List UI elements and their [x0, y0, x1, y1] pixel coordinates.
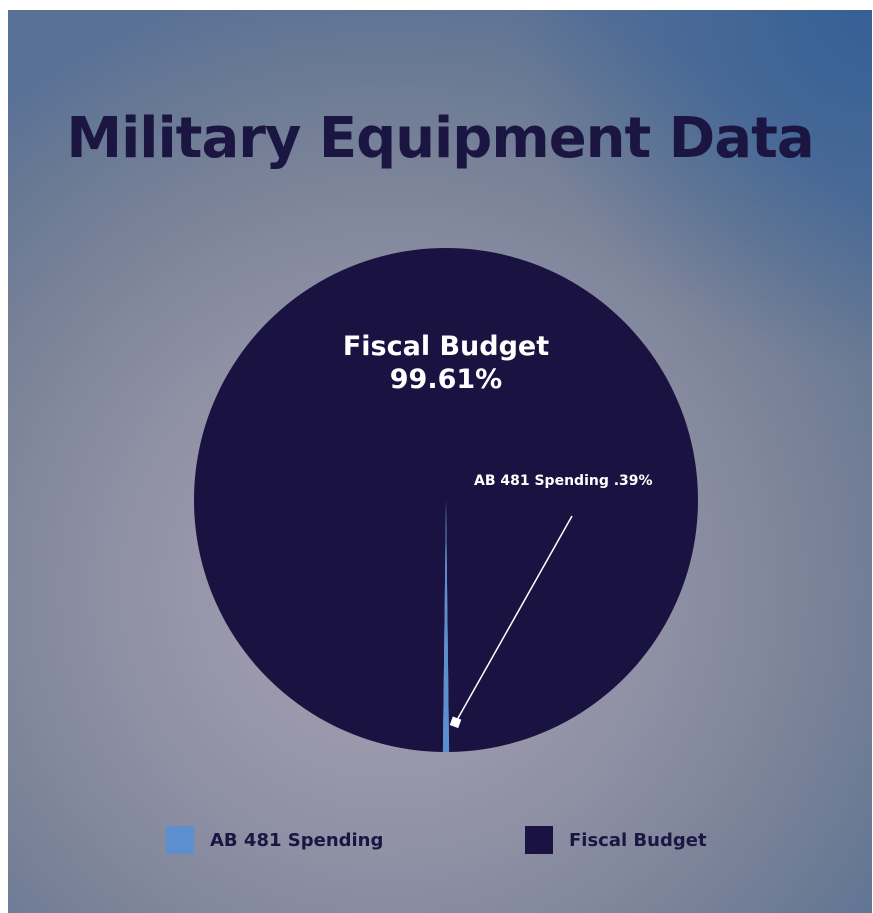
legend-label-fiscal-budget: Fiscal Budget	[569, 829, 707, 851]
callout-line	[455, 515, 573, 723]
chart-title: Military Equipment Data	[66, 106, 814, 171]
pie-slice-ab-481-spending	[442, 500, 450, 753]
slice-label-fiscal-budget-name: Fiscal Budget	[343, 331, 549, 362]
chart-canvas: Military Equipment Data Fiscal Budget 99…	[8, 10, 872, 913]
slice-label-ab481-spending: AB 481 Spending .39%	[474, 473, 653, 489]
callout-marker	[449, 716, 462, 729]
pie-slice-fiscal-budget	[194, 248, 699, 752]
pie-chart: Fiscal Budget 99.61% AB 481 Spending .39…	[194, 248, 699, 753]
legend-label-ab481-spending: AB 481 Spending	[210, 829, 384, 851]
legend-swatch-ab481-spending	[166, 826, 194, 854]
legend-item-ab481-spending: AB 481 Spending	[166, 826, 383, 854]
legend-item-fiscal-budget: Fiscal Budget	[525, 826, 707, 854]
legend-swatch-fiscal-budget	[525, 826, 553, 854]
slice-label-fiscal-budget-value: 99.61%	[390, 364, 502, 395]
